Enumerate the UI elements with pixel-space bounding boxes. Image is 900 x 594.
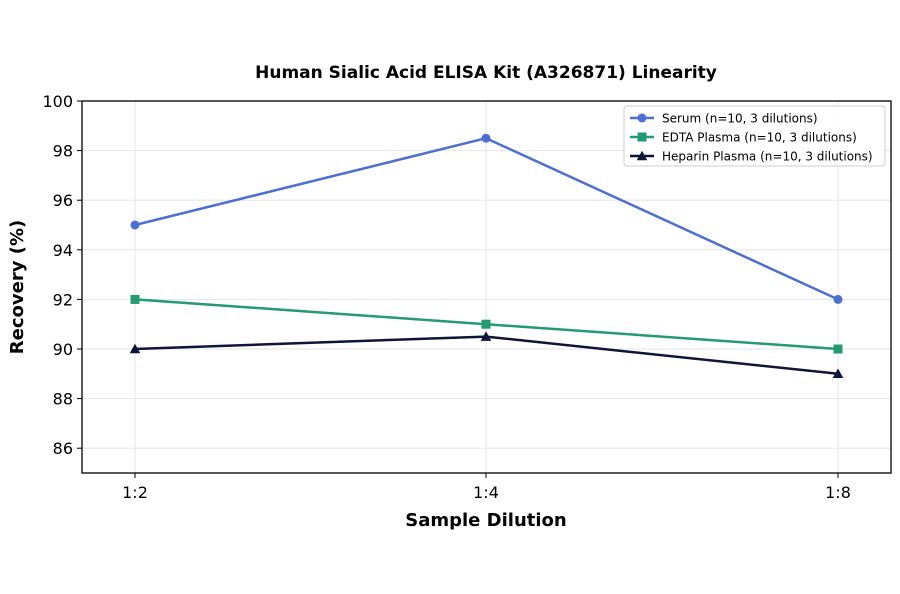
legend: Serum (n=10, 3 dilutions) EDTA Plasma (n=…: [623, 105, 886, 167]
data-point: [481, 133, 491, 143]
series-layer: [129, 133, 844, 379]
y-tick-label: 92: [53, 290, 73, 309]
legend-label: Heparin Plasma (n=10, 3 dilutions): [662, 150, 873, 164]
x-axis-label: Sample Dilution: [405, 510, 566, 531]
data-point: [481, 319, 491, 329]
data-point: [130, 220, 140, 230]
y-tick-label: 88: [53, 390, 73, 409]
data-point: [480, 331, 492, 341]
series-2: [129, 331, 844, 379]
data-point: [833, 344, 843, 354]
y-tick-label: 100: [42, 92, 73, 111]
legend-swatch-marker: [637, 132, 647, 142]
legend-label: Serum (n=10, 3 dilutions): [662, 112, 818, 126]
y-tick-label: 90: [53, 340, 73, 359]
chart-title: Human Sialic Acid ELISA Kit (A326871) Li…: [255, 63, 717, 83]
legend-entry: Heparin Plasma (n=10, 3 dilutions): [630, 150, 873, 164]
data-point: [129, 343, 141, 354]
data-point: [130, 294, 140, 304]
y-tick-label: 86: [53, 439, 73, 458]
series-1: [130, 294, 843, 354]
legend-swatch-marker: [636, 150, 648, 161]
x-tick-label: 1:4: [473, 483, 499, 502]
y-tick-label: 98: [53, 142, 73, 161]
series-0: [130, 133, 843, 304]
axis-ticks: 86 88 90 92 94 96 98 100 1:2 1:4 1:8: [42, 92, 850, 502]
x-tick-label: 1:8: [825, 483, 851, 502]
y-tick-label: 96: [53, 191, 73, 210]
x-tick-label: 1:2: [122, 483, 148, 502]
y-axis-label: Recovery (%): [7, 220, 28, 354]
legend-swatch-marker: [637, 113, 647, 123]
data-point: [832, 368, 844, 379]
legend-box: [623, 105, 886, 167]
y-tick-label: 94: [53, 241, 73, 260]
legend-entry: EDTA Plasma (n=10, 3 dilutions): [630, 131, 857, 145]
data-point: [833, 294, 843, 304]
legend-label: EDTA Plasma (n=10, 3 dilutions): [662, 131, 857, 145]
legend-entry: Serum (n=10, 3 dilutions): [630, 112, 818, 126]
